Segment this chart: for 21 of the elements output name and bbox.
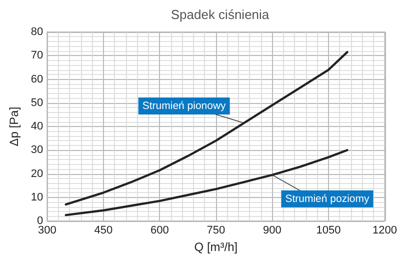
x-tick-label: 1050 <box>316 224 341 236</box>
x-tick-label: 300 <box>38 224 56 236</box>
y-tick-label: 70 <box>30 50 44 62</box>
y-tick-label: 30 <box>30 144 44 156</box>
series-label: Strumień poziomy <box>285 192 370 205</box>
y-tick-label: 20 <box>30 168 44 180</box>
y-axis-title: Δp [Pa] <box>7 106 21 146</box>
x-tick-label: 1200 <box>372 224 398 236</box>
x-tick-label: 750 <box>206 224 226 236</box>
x-axis-title: Q [m³/h] <box>194 240 238 254</box>
x-tick-label: 900 <box>263 224 282 236</box>
chart-title: Spadek ciśnienia <box>170 7 270 22</box>
y-tick-label: 40 <box>30 120 44 132</box>
x-tick-label: 600 <box>150 224 169 236</box>
y-tick-label: 60 <box>30 73 44 86</box>
y-tick-label: 10 <box>30 191 44 204</box>
y-tick-label: 50 <box>30 96 44 109</box>
y-tick-label: 80 <box>30 26 44 38</box>
series-label: Strumień pionowy <box>142 100 227 112</box>
x-tick-label: 450 <box>94 224 113 236</box>
y-tick-label: 0 <box>37 215 44 227</box>
